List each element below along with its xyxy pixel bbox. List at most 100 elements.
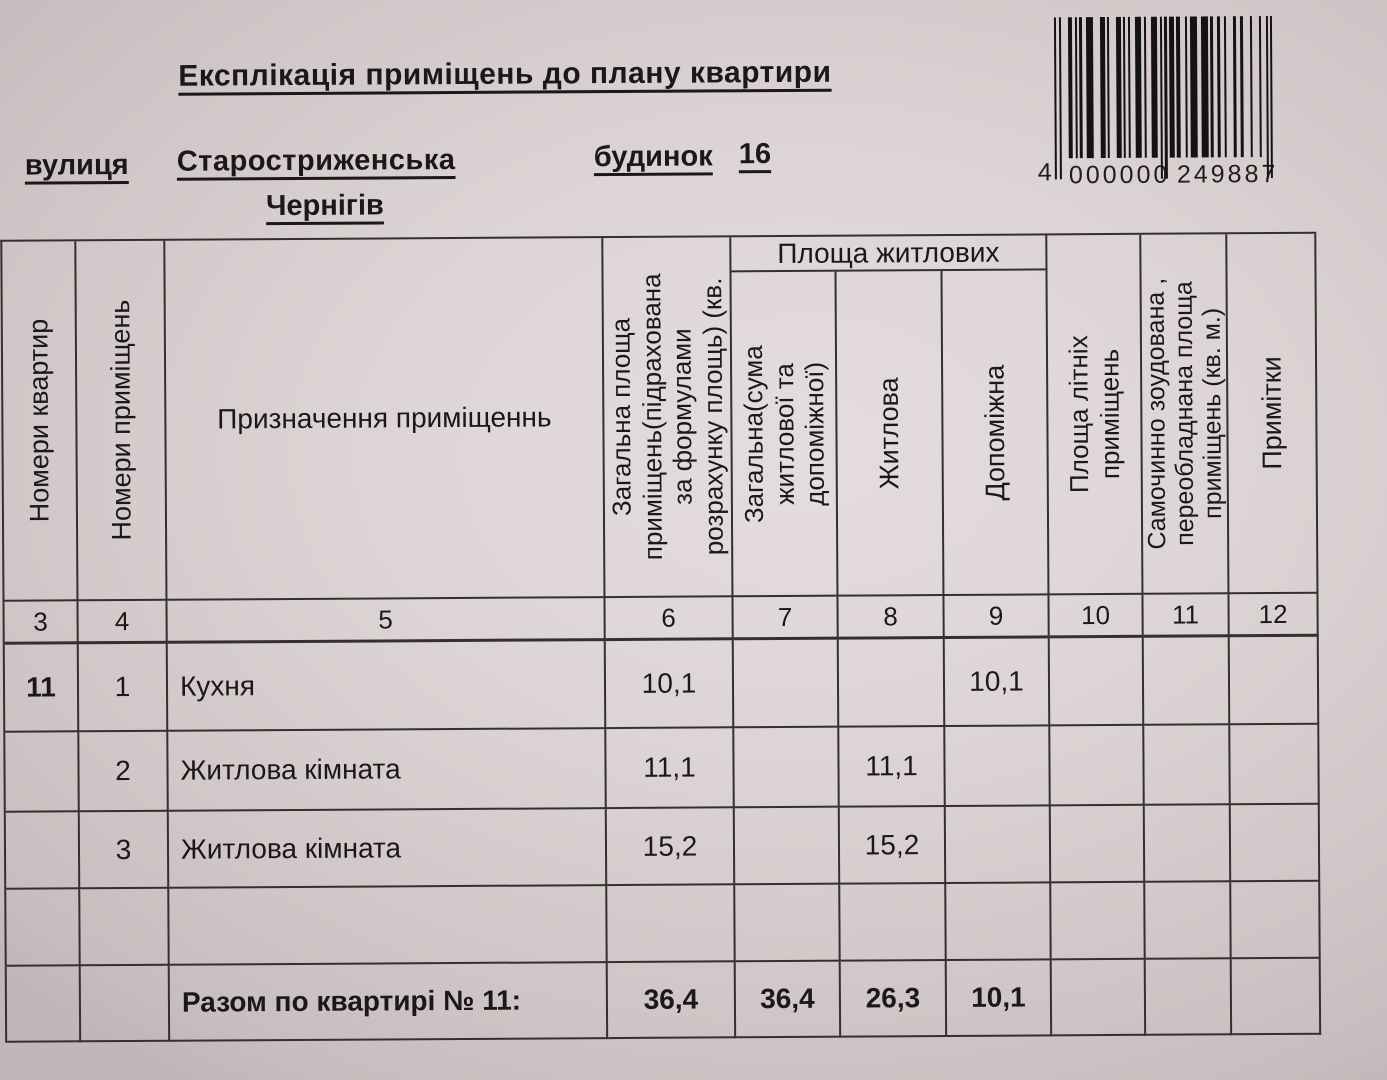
table-cell-purpose: Житлова кімната bbox=[168, 809, 608, 889]
table-cell-auxiliary bbox=[945, 806, 1052, 885]
column-number-cell: 6 bbox=[605, 597, 734, 642]
page-title: Експлікація приміщень до плану квартири bbox=[178, 55, 832, 93]
barcode-left-digits: 000000 bbox=[1068, 160, 1171, 190]
totals-apartment-cell bbox=[6, 966, 82, 1043]
header-auxiliary: Допоміжна bbox=[942, 270, 1050, 597]
totals-unauthorized-area bbox=[1145, 959, 1233, 1036]
street-name: Старостриженська bbox=[176, 143, 456, 178]
totals-living-area: 26,3 bbox=[840, 961, 948, 1038]
barcode-bar bbox=[1249, 16, 1253, 158]
header-unauthorized-area: Самочинно зоудована , переобладнана площ… bbox=[1141, 234, 1230, 595]
building-number: 16 bbox=[738, 138, 772, 171]
table-cell-total: 10,1 bbox=[605, 640, 735, 730]
barcode-bar bbox=[1058, 17, 1062, 180]
table-cell-living bbox=[838, 639, 946, 728]
barcode-bar bbox=[1185, 16, 1189, 158]
table-cell-living: 15,2 bbox=[839, 807, 947, 885]
table-cell-sum bbox=[734, 807, 841, 886]
barcode-bar bbox=[1106, 17, 1110, 159]
column-number-cell: 12 bbox=[1229, 593, 1319, 638]
totals-notes bbox=[1231, 958, 1322, 1036]
table-cell-unauthorized bbox=[1144, 805, 1232, 883]
building-label: будинок bbox=[593, 140, 713, 174]
totals-total-area: 36,4 bbox=[607, 962, 737, 1040]
barcode-bar bbox=[1159, 16, 1164, 179]
header-apartment-numbers: Номери квартир bbox=[2, 241, 79, 602]
table-cell-purpose: Житлова кімната bbox=[168, 729, 607, 812]
column-number-cell: 10 bbox=[1049, 594, 1144, 639]
totals-sum-area: 36,4 bbox=[735, 961, 842, 1039]
barcode-first-digit: 4 bbox=[1037, 158, 1052, 187]
barcode-bar bbox=[1233, 16, 1237, 158]
header-living: Житлова bbox=[836, 271, 945, 597]
column-number-cell: 7 bbox=[733, 596, 839, 641]
barcode-bar bbox=[1258, 16, 1262, 158]
header-living-area-group: Площа житлових bbox=[731, 235, 1048, 273]
header-notes: Примітки bbox=[1227, 233, 1319, 595]
header-purpose: Призначення приміщеннь bbox=[165, 238, 606, 601]
table-cell-apartment bbox=[5, 732, 80, 813]
totals-auxiliary-area: 10,1 bbox=[946, 960, 1053, 1038]
table-cell-notes bbox=[1229, 636, 1320, 726]
table-cell-summer bbox=[1050, 725, 1145, 807]
table-cell-room: 2 bbox=[79, 731, 169, 813]
barcode-bar bbox=[1127, 16, 1131, 158]
column-number-cell: 5 bbox=[167, 598, 606, 644]
header-total-area: Загальна площа приміщень(підрахована за … bbox=[603, 237, 734, 599]
barcode-bar bbox=[1074, 17, 1078, 159]
barcode-bar bbox=[1224, 16, 1228, 158]
totals-label: Разом по квартирі № 11: bbox=[169, 963, 609, 1042]
barcode-bar bbox=[1210, 16, 1214, 158]
barcode-bar bbox=[1067, 17, 1074, 159]
barcode-bar bbox=[1168, 16, 1175, 158]
header-summer-area: Площа літніх приміщень bbox=[1047, 234, 1144, 596]
barcode-bar bbox=[1116, 16, 1122, 158]
table-cell-summer bbox=[1051, 882, 1146, 961]
barcode-bar bbox=[1175, 16, 1182, 158]
table-cell-sum bbox=[733, 639, 840, 729]
barcode-bar bbox=[1079, 17, 1083, 159]
table-cell-apartment: 11 bbox=[4, 644, 80, 733]
table-cell-unauthorized bbox=[1143, 637, 1231, 726]
barcode-bar bbox=[1201, 16, 1209, 158]
barcode-bar bbox=[1099, 17, 1106, 159]
table-cell-summer bbox=[1049, 637, 1145, 727]
table-cell-apartment bbox=[6, 889, 81, 967]
explication-table: Номери квартир Номери приміщень Призначе… bbox=[0, 231, 1322, 1043]
table-cell-living bbox=[840, 884, 947, 962]
table-cell-notes bbox=[1231, 881, 1321, 960]
barcode-bar bbox=[1053, 17, 1058, 180]
table-cell-purpose: Кухня bbox=[167, 641, 607, 732]
table-cell-total: 11,1 bbox=[606, 728, 735, 810]
barcode-bar bbox=[1086, 17, 1094, 159]
totals-summer-area bbox=[1051, 959, 1147, 1037]
barcode-bar bbox=[1265, 16, 1269, 179]
street-label: вулиця bbox=[24, 148, 129, 182]
barcode-bar bbox=[1122, 16, 1127, 158]
table-cell-room bbox=[80, 888, 170, 967]
table-cell-apartment bbox=[5, 812, 81, 890]
table-cell-unauthorized bbox=[1145, 882, 1232, 960]
table-cell-room: 3 bbox=[79, 811, 170, 890]
ean13-barcode: 4 000000 249887 bbox=[1038, 16, 1283, 192]
table-cell-auxiliary bbox=[945, 726, 1051, 808]
barcode-bar bbox=[1143, 16, 1147, 158]
barcode-bar bbox=[1217, 16, 1221, 158]
table-cell-summer bbox=[1050, 805, 1146, 884]
barcode-bar bbox=[1150, 16, 1159, 158]
barcode-bar bbox=[1240, 16, 1244, 158]
table-cell-living: 11,1 bbox=[839, 727, 946, 808]
column-number-cell: 8 bbox=[838, 596, 945, 640]
table-cell-notes bbox=[1230, 724, 1320, 806]
table-cell-auxiliary: 10,1 bbox=[944, 638, 1051, 728]
table-cell-auxiliary bbox=[946, 883, 1052, 962]
column-number-cell: 4 bbox=[78, 600, 168, 645]
city-name: Чернігів bbox=[265, 189, 384, 223]
table-cell-total: 15,2 bbox=[606, 808, 736, 887]
table-cell-purpose bbox=[169, 886, 608, 966]
table-cell-sum bbox=[734, 727, 840, 809]
barcode-bar bbox=[1189, 16, 1198, 158]
barcode-bar bbox=[1164, 16, 1168, 179]
